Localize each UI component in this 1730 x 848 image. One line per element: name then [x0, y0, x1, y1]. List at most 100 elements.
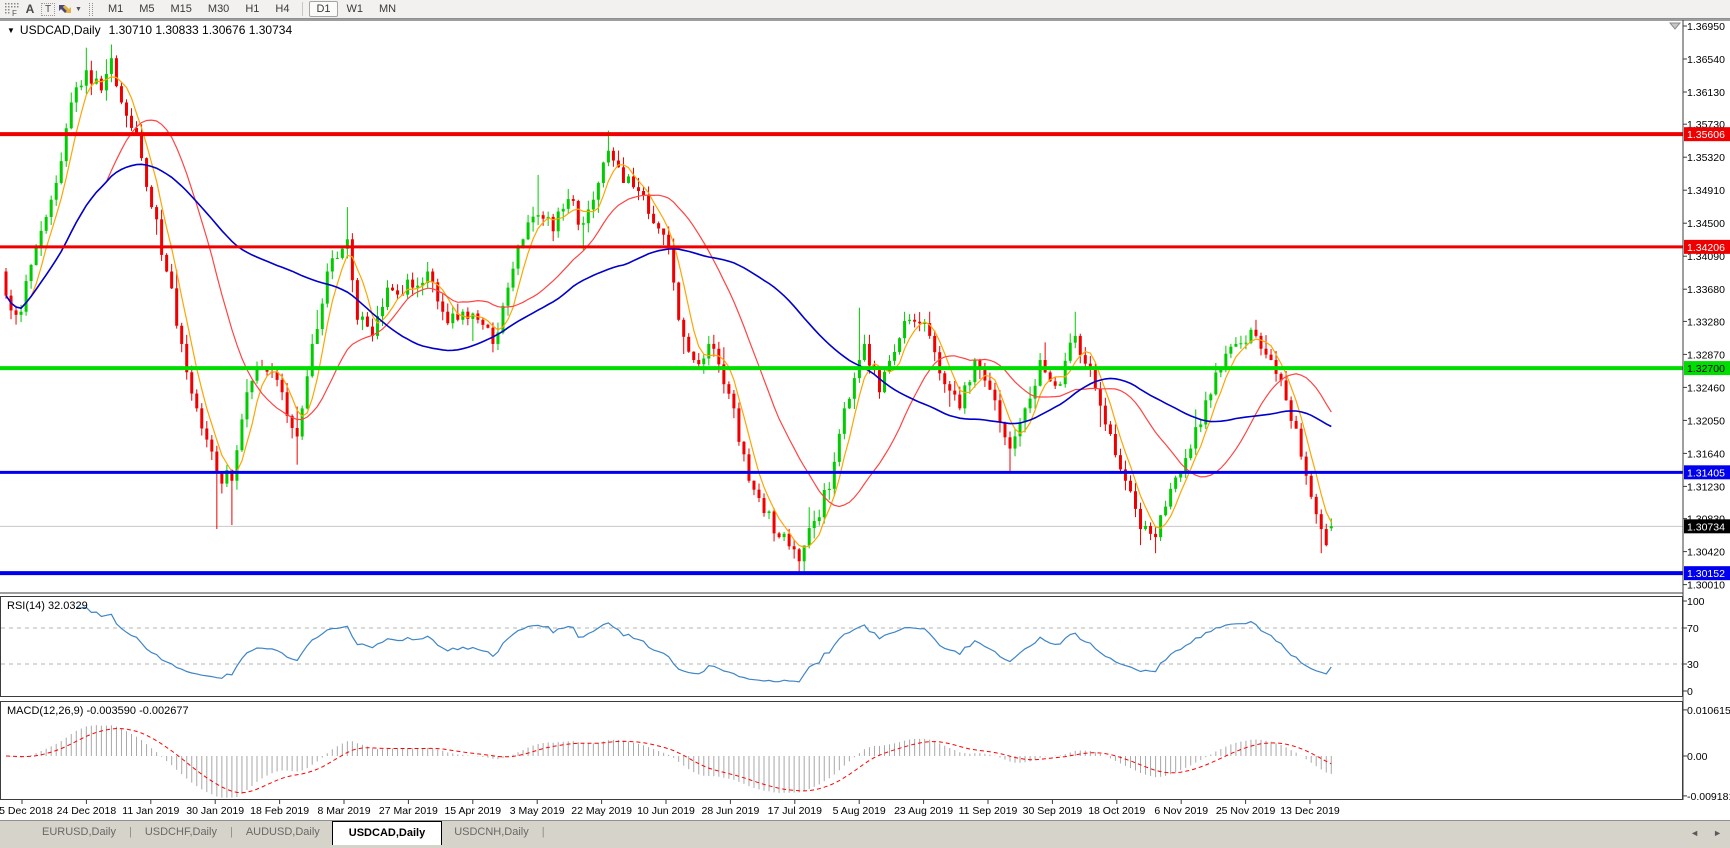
tab-scroll-left-icon[interactable]: ◄: [1690, 828, 1700, 838]
x-axis-label: 18 Feb 2019: [250, 805, 309, 817]
x-axis-label: 3 May 2019: [510, 805, 565, 817]
macd-axis-tick: 0.010615: [1687, 705, 1730, 717]
rsi-axis-tick: 70: [1687, 623, 1699, 635]
price-level-label: [1684, 566, 1730, 581]
timeframe-button-M1[interactable]: M1: [107, 3, 124, 15]
price-axis-tick: 1.33280: [1687, 316, 1725, 328]
rsi-axis-tick: 0: [1687, 686, 1693, 698]
x-axis-label: 23 Aug 2019: [894, 805, 953, 817]
indicator-grid-icon[interactable]: F: [3, 1, 21, 18]
svg-text:1.31405: 1.31405: [1687, 467, 1725, 479]
timeframe-button-D1[interactable]: D1: [309, 1, 338, 17]
x-axis-label: 5 Aug 2019: [833, 805, 886, 817]
x-axis-label: 15 Apr 2019: [444, 805, 501, 817]
svg-text:1.30734: 1.30734: [1687, 521, 1725, 533]
toolbar-grip[interactable]: [88, 2, 93, 16]
symbol-tab-usdcad[interactable]: USDCAD,Daily: [331, 821, 443, 845]
x-axis-label: 18 Oct 2019: [1088, 805, 1145, 817]
diagonal-arrows-icon: [59, 5, 71, 13]
price-axis-tick: 1.33680: [1687, 284, 1725, 296]
x-axis-label: 24 Dec 2018: [57, 805, 117, 817]
symbol-tab-usdchf[interactable]: USDCHF,Daily: [144, 826, 217, 838]
price-axis-tick: 1.34500: [1687, 218, 1725, 230]
macd-histogram: [10, 725, 1332, 798]
price-axis-tick: 1.32870: [1687, 349, 1725, 361]
chart-shift-marker-icon[interactable]: [1668, 22, 1682, 30]
timeframe-button-W1[interactable]: W1: [346, 3, 364, 15]
macd-panel: MACD(12,26,9) -0.003590 -0.002677 0.01061…: [0, 701, 1730, 803]
tab-scroll-right-icon[interactable]: ►: [1713, 828, 1722, 838]
svg-text:1.30152: 1.30152: [1687, 568, 1725, 580]
price-axis-tick: 1.30420: [1687, 547, 1725, 559]
price-panel: [0, 19, 1730, 800]
rsi-panel: RSI(14) 32.0329 100 70 30 0: [0, 596, 1705, 698]
cursor-dropdown-caret[interactable]: ▼: [75, 5, 82, 13]
timeframe-button-M15[interactable]: M15: [170, 3, 192, 15]
price-axis: 1.369501.365401.361301.357301.353201.349…: [1683, 21, 1730, 592]
x-axis-label: 11 Jan 2019: [122, 805, 179, 817]
x-axis-label: 22 May 2019: [571, 805, 632, 817]
macd-label: MACD(12,26,9) -0.003590 -0.002677: [7, 705, 189, 717]
timeframe-button-MN[interactable]: MN: [379, 3, 397, 15]
x-axis-label: 6 Nov 2019: [1154, 805, 1208, 817]
price-level-label: [1684, 519, 1730, 534]
timeframe-group: M1 M5 M15 M30 H1 H4 D1 W1 MN: [100, 1, 404, 17]
x-axis-label: 11 Sep 2019: [959, 805, 1018, 817]
tab-divider: |: [229, 826, 233, 838]
toolbar: F A T ▼ M1 M5 M15 M30 H1 H4 D1 W1 MN: [0, 0, 1730, 19]
symbol-title: USDCAD,Daily: [19, 23, 101, 37]
price-axis-tick: 1.36540: [1687, 54, 1725, 66]
price-level-label: [1684, 465, 1730, 480]
price-level-label: [1684, 127, 1730, 142]
price-axis-tick: 1.32460: [1687, 382, 1725, 394]
x-axis-label: 10 Jun 2019: [637, 805, 695, 817]
toolbar-separator: [302, 2, 304, 16]
rsi-axis-tick: 30: [1687, 659, 1699, 671]
candlestick-series: [4, 44, 1333, 574]
text-label-tool-icon[interactable]: A: [25, 2, 35, 16]
price-axis-tick: 1.36950: [1687, 21, 1725, 33]
svg-text:1.34206: 1.34206: [1687, 242, 1725, 254]
timeframe-button-M30[interactable]: M30: [207, 3, 230, 15]
price-axis-tick: 1.31640: [1687, 448, 1725, 460]
slow-ma-line: [5, 163, 1332, 428]
fast-ma-line: [5, 76, 1332, 548]
symbol-tab-audusd[interactable]: AUDUSD,Daily: [245, 826, 320, 838]
chart-header: ▼ USDCAD,Daily 1.30710 1.30833 1.30676 1…: [7, 23, 292, 37]
price-axis-tick: 1.34090: [1687, 251, 1725, 263]
text-box-tool-icon[interactable]: T: [39, 1, 57, 18]
mid-ma-line: [5, 119, 1332, 508]
price-axis-tick: 1.32050: [1687, 415, 1725, 427]
tab-divider: |: [541, 826, 545, 838]
tab-scroll-controls: ◄ ►: [1690, 828, 1722, 838]
timeframe-button-H4[interactable]: H4: [275, 3, 290, 15]
symbol-tab-eurusd[interactable]: EURUSD,Daily: [42, 826, 116, 838]
collapse-triangle-icon[interactable]: ▼: [7, 25, 15, 35]
price-axis-tick: 1.34910: [1687, 185, 1725, 197]
rsi-label: RSI(14) 32.0329: [7, 600, 88, 612]
svg-text:F: F: [12, 9, 17, 17]
rsi-axis-tick: 100: [1687, 596, 1705, 608]
chart-canvas[interactable]: 1.369501.365401.361301.357301.353201.349…: [0, 19, 1730, 820]
symbol-tab-usdcnh[interactable]: USDCNH,Daily: [454, 826, 529, 838]
x-axis-label: 13 Dec 2019: [1280, 805, 1340, 817]
price-axis-tick: 1.31230: [1687, 481, 1725, 493]
svg-text:1.35606: 1.35606: [1687, 129, 1725, 141]
cursor-mode-icon[interactable]: ▼: [57, 1, 82, 18]
x-axis-label: 28 Jun 2019: [701, 805, 759, 817]
symbol-tab-bar: EURUSD,Daily | USDCHF,Daily | AUDUSD,Daily US…: [0, 820, 1730, 848]
price-level-label: [1684, 239, 1730, 254]
price-axis-tick: 1.35320: [1687, 152, 1725, 164]
tab-divider: |: [128, 826, 132, 838]
x-axis-label: 27 Mar 2019: [379, 805, 438, 817]
x-axis-label: 25 Nov 2019: [1216, 805, 1276, 817]
price-level-label: [1684, 361, 1730, 376]
svg-text:1.32700: 1.32700: [1687, 363, 1725, 375]
rsi-line: [76, 606, 1332, 683]
macd-axis-tick: -0.009181: [1687, 791, 1730, 803]
timeframe-button-H1[interactable]: H1: [245, 3, 260, 15]
timeframe-button-M5[interactable]: M5: [139, 3, 155, 15]
macd-axis-tick: 0.00: [1687, 751, 1708, 763]
x-axis-label: 8 Mar 2019: [317, 805, 370, 817]
